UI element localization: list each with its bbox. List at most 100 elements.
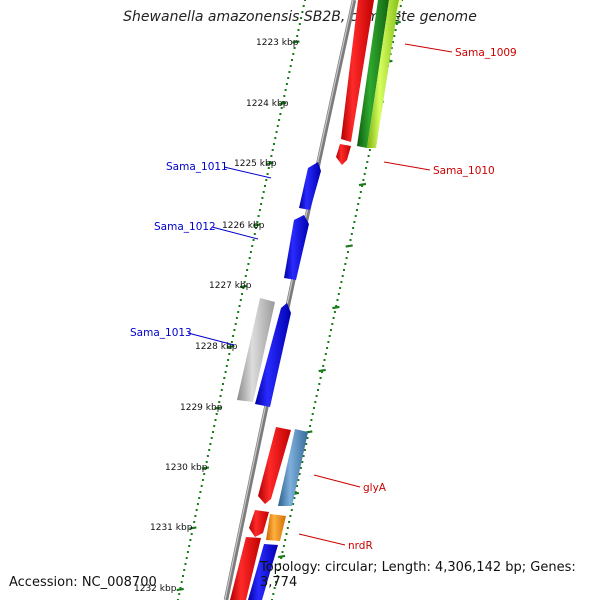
scale-label-1224: 1224 kbp [246,99,289,109]
scale-dot [180,581,183,583]
label-sama-1011[interactable]: Sama_1011 [166,161,228,173]
scale-dot [328,335,331,337]
scale-dot [278,119,281,121]
scale-dot [253,233,256,235]
scale-dot [281,551,284,553]
scale-dot [251,245,254,247]
scale-dot [200,485,203,487]
gene-sama-1013-gray[interactable] [237,298,275,402]
scale-dot [199,491,202,493]
gene-sama-1013-blue[interactable] [255,303,291,407]
scale-dot [298,23,301,25]
scale-dot [293,497,296,499]
scale-dot [196,503,199,505]
scale-dot [356,209,358,211]
scale-dot [260,203,263,205]
scale-dot [399,5,402,7]
scale-major-tick [176,587,184,592]
gene-fragment-light-green[interactable] [396,0,402,14]
scale-dot [241,293,243,295]
scale-dot [289,65,292,67]
label-nrdr[interactable]: nrdR [348,540,373,552]
scale-dot [208,449,211,451]
label-leaders [187,43,453,546]
scale-dot [183,569,186,571]
scale-major-tick [345,244,353,248]
scale-dot [305,443,308,445]
leader-sama-1013 [187,332,235,346]
scale-dot [198,497,201,499]
scale-dot [248,257,251,259]
scale-dot [358,197,361,199]
gene-red-large[interactable] [258,427,291,504]
gene-sama-1009-light-green[interactable] [367,0,399,148]
scale-labels: 1223 kbp 1224 kbp 1225 kbp 1226 kbp 1227… [134,38,299,594]
scale-dot [367,155,370,157]
scale-dot [262,191,265,193]
scale-dot [205,461,208,463]
scale-dot [185,557,188,559]
gene-glya-steel-blue[interactable] [278,429,308,506]
scale-dot [298,473,301,475]
scale-label-1230: 1230 kbp [165,463,208,473]
gene-labels: Sama_1009 Sama_1010 glyA nrdR Sama_1011 … [130,47,517,552]
scale-dot [365,167,367,169]
label-sama-1013[interactable]: Sama_1013 [130,327,192,339]
label-sama-1009[interactable]: Sama_1009 [455,47,517,59]
scale-dot [215,413,218,415]
gene-nrdr-orange[interactable] [266,514,286,541]
scale-dot [258,209,261,211]
scale-dot [290,509,293,511]
reverse-strand-genes [230,162,321,600]
scale-dot [182,575,184,577]
gene-red-bottom[interactable] [230,537,261,600]
scale-dot [319,377,322,379]
gene-red-small[interactable] [249,510,269,537]
scale-dot [302,5,305,7]
scale-dot [344,263,347,265]
gene-sama-1012-blue[interactable] [284,215,309,280]
genome-backbone-highlight [224,0,354,600]
genome-backbone [223,0,357,600]
leader-glya [313,474,361,488]
scale-dot [398,11,401,13]
scale-dot [219,395,222,397]
scale-dot [273,143,275,145]
scale-dot [345,257,348,259]
scale-dot [233,329,236,331]
scale-dot [309,425,312,427]
gene-red-arrow-small[interactable] [336,144,351,165]
label-sama-1010[interactable]: Sama_1010 [433,165,495,177]
scale-dot [393,35,396,37]
scale-dot [288,521,291,523]
scale-dot [203,473,206,475]
scale-dot [304,0,306,1]
scale-major-tick [277,554,286,559]
scale-dot [261,197,264,199]
scale-dot [229,347,232,349]
scale-dot [313,407,315,409]
gene-sama-1009-dark-green[interactable] [357,0,389,148]
scale-dot [291,59,293,61]
scale-dot [322,365,325,367]
scale-dot [332,317,335,319]
label-glya[interactable]: glyA [363,482,387,494]
scale-dot [350,233,353,235]
scale-dot [257,215,260,217]
gene-blue-bottom[interactable] [248,544,278,600]
scale-dot [392,41,394,43]
scale-dot [354,215,357,217]
scale-dot [271,149,274,151]
scale-major-tick [239,284,248,289]
scale-dot [210,437,213,439]
scale-dot [188,545,191,547]
scale-dot [314,401,317,403]
forward-strand-genes [248,0,402,600]
accession-text: Accession: NC_008700 [9,575,157,590]
scale-dot [195,509,198,511]
scale-major-tick [214,406,222,410]
label-sama-1012[interactable]: Sama_1012 [154,221,216,233]
scale-dot [368,149,371,151]
gene-sama-1011-blue[interactable] [299,162,321,210]
gene-sama-1009-red[interactable] [341,0,374,142]
